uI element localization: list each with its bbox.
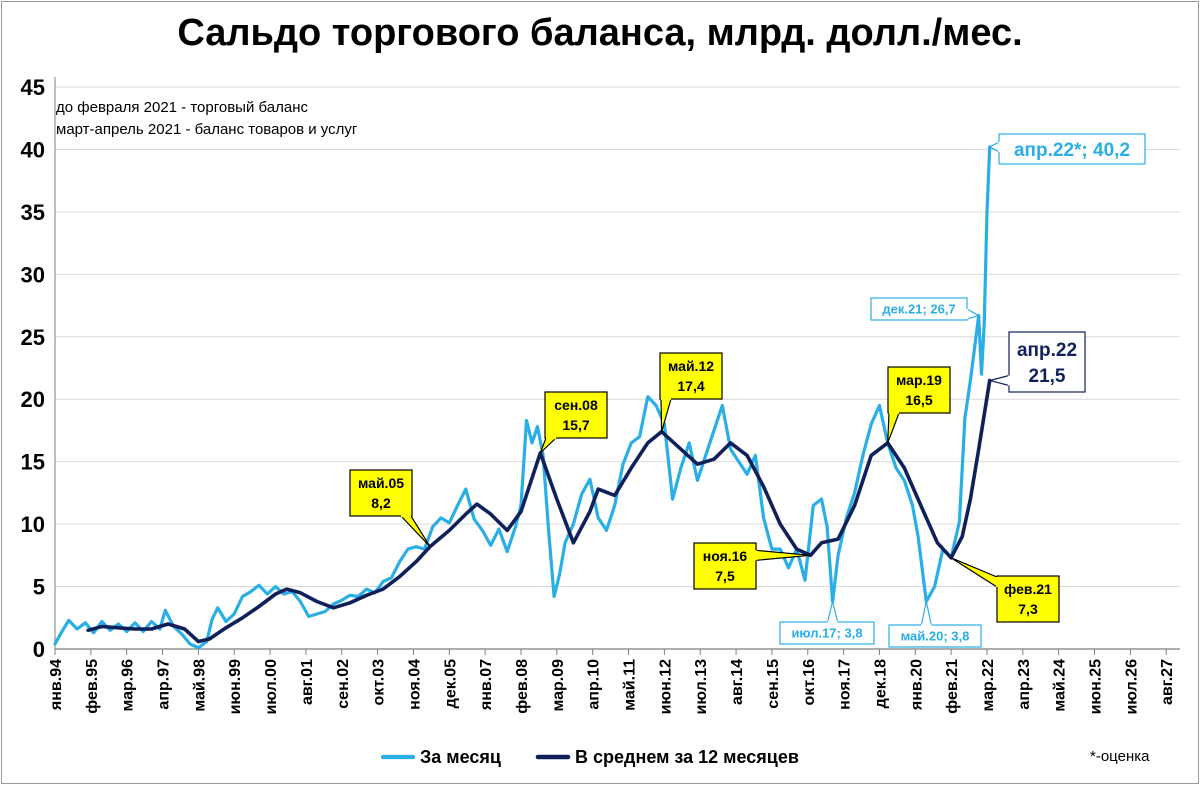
x-tick-label: апр.23 [1016, 659, 1033, 710]
annotation-box [544, 391, 608, 439]
x-tick-label: дек.18 [872, 659, 889, 708]
chart-footnote: *-оценка [1090, 748, 1150, 765]
y-tick-label: 20 [21, 387, 45, 412]
annotation-box [693, 542, 757, 590]
annotation-pointer [987, 374, 1010, 387]
annotation-label: 21,5 [1029, 366, 1066, 387]
x-tick-label: июн.99 [227, 659, 244, 715]
x-tick-label: окт.03 [371, 659, 388, 706]
annotation-label: 7,3 [1018, 601, 1038, 617]
x-tick-label: янв.07 [478, 659, 495, 711]
series-line-1 [53, 145, 992, 650]
x-tick-label: авг.27 [1159, 659, 1176, 705]
annotation-box [996, 575, 1060, 623]
x-tick-label: май.24 [1052, 659, 1069, 712]
y-tick-label: 35 [21, 200, 45, 225]
annotation-box [998, 133, 1146, 165]
annotation-label: дек.21; 26,7 [882, 302, 955, 317]
annotation-pointer [887, 412, 900, 444]
x-tick-label: ноя.04 [406, 659, 423, 710]
x-tick-label: июн.12 [657, 659, 674, 715]
x-tick-label: фев.21 [944, 659, 961, 714]
annotation-label: июл.17; 3,8 [791, 626, 862, 641]
x-tick-label: июл.13 [693, 659, 710, 715]
annotation-box [779, 621, 875, 645]
annotation-pointer [950, 557, 998, 589]
y-tick-label: 10 [21, 512, 45, 537]
y-tick-label: 0 [33, 637, 45, 662]
annotation-label: ноя.16 [703, 548, 748, 564]
annotation-label: фев.21 [1004, 581, 1052, 597]
annotation-label: апр.22 [1017, 340, 1077, 361]
annotation-pointer [826, 601, 839, 623]
x-tick-label: мар.22 [980, 659, 997, 712]
annotation-box [888, 624, 982, 648]
y-tick-label: 40 [21, 137, 45, 162]
annotation-pointer [539, 437, 558, 454]
annotation-label: май.20; 3,8 [901, 629, 970, 644]
x-tick-label: сен.15 [765, 659, 782, 709]
x-tick-label: окт.16 [801, 659, 818, 706]
x-tick-label: дек.05 [442, 659, 459, 708]
x-tick-label: июл.26 [1123, 659, 1140, 715]
x-tick-label: май.98 [191, 659, 208, 712]
y-tick-label: 45 [21, 75, 45, 100]
x-tick-label: фев.95 [84, 659, 101, 714]
x-tick-label: апр.10 [586, 659, 603, 710]
annotation-label: май.05 [358, 475, 404, 491]
annotation-label: 15,7 [562, 417, 589, 433]
y-tick-label: 5 [33, 575, 45, 600]
y-tick-label: 30 [21, 262, 45, 287]
annotation-box [1008, 331, 1086, 393]
x-tick-label: авг.01 [299, 659, 316, 705]
chart-note-1: до февраля 2021 - торговый баланс [56, 99, 308, 116]
annotation-box [659, 352, 723, 400]
x-tick-label: мар.09 [550, 659, 567, 712]
x-tick-label: июн.25 [1088, 659, 1105, 715]
chart-title: Сальдо торгового баланса, млрд. долл./ме… [177, 12, 1023, 54]
annotation-pointer [399, 515, 431, 548]
legend-label-2: В среднем за 12 месяцев [575, 747, 799, 767]
annotation-label: 17,4 [677, 378, 704, 394]
x-tick-label: янв.20 [908, 659, 925, 711]
x-tick-label: июл.00 [263, 659, 280, 715]
x-tick-label: авг.14 [729, 659, 746, 705]
x-tick-label: ноя.17 [837, 659, 854, 710]
annotation-label: 7,5 [715, 568, 735, 584]
annotation-label: 16,5 [905, 392, 932, 408]
x-tick-label: апр.97 [156, 659, 173, 710]
annotation-label: май.12 [668, 358, 714, 374]
legend-label-1: За месяц [420, 747, 501, 767]
x-tick-label: май.11 [622, 659, 639, 711]
x-tick-label: мар.96 [120, 659, 137, 712]
annotation-box [349, 469, 413, 517]
chart-note-2: март-апрель 2021 - баланс товаров и услу… [56, 121, 358, 138]
y-tick-label: 25 [21, 325, 45, 350]
annotation-label: апр.22*; 40,2 [1014, 140, 1130, 161]
annotation-label: 8,2 [371, 495, 391, 511]
annotation-label: мар.19 [896, 372, 942, 388]
x-tick-label: сен.02 [335, 659, 352, 709]
x-tick-label: фев.08 [514, 659, 531, 714]
annotation-box [887, 366, 951, 414]
y-tick-label: 15 [21, 450, 45, 475]
annotation-pointer [920, 601, 933, 626]
x-tick-label: янв.94 [48, 659, 65, 711]
annotation-label: сен.08 [554, 397, 598, 413]
series-line-2 [86, 378, 992, 644]
